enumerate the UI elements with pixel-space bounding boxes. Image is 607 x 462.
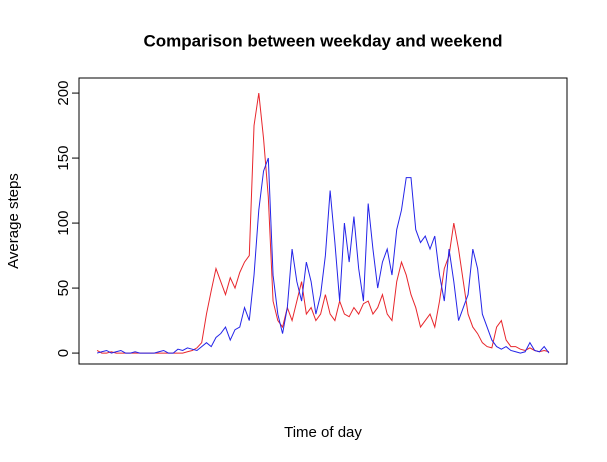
- chart-title: Comparison between weekday and weekend: [143, 31, 502, 50]
- y-tick-label: 200: [55, 81, 72, 106]
- y-tick-label: 150: [55, 146, 72, 171]
- x-axis-label: Time of day: [284, 424, 362, 441]
- y-tick-label: 100: [55, 211, 72, 236]
- y-axis-label: Average steps: [5, 173, 22, 269]
- y-tick-label: 0: [55, 349, 72, 357]
- data-line: [96, 157, 550, 354]
- y-tick-label: 50: [55, 280, 72, 297]
- data-line: [96, 93, 550, 354]
- plot-box: [78, 77, 568, 365]
